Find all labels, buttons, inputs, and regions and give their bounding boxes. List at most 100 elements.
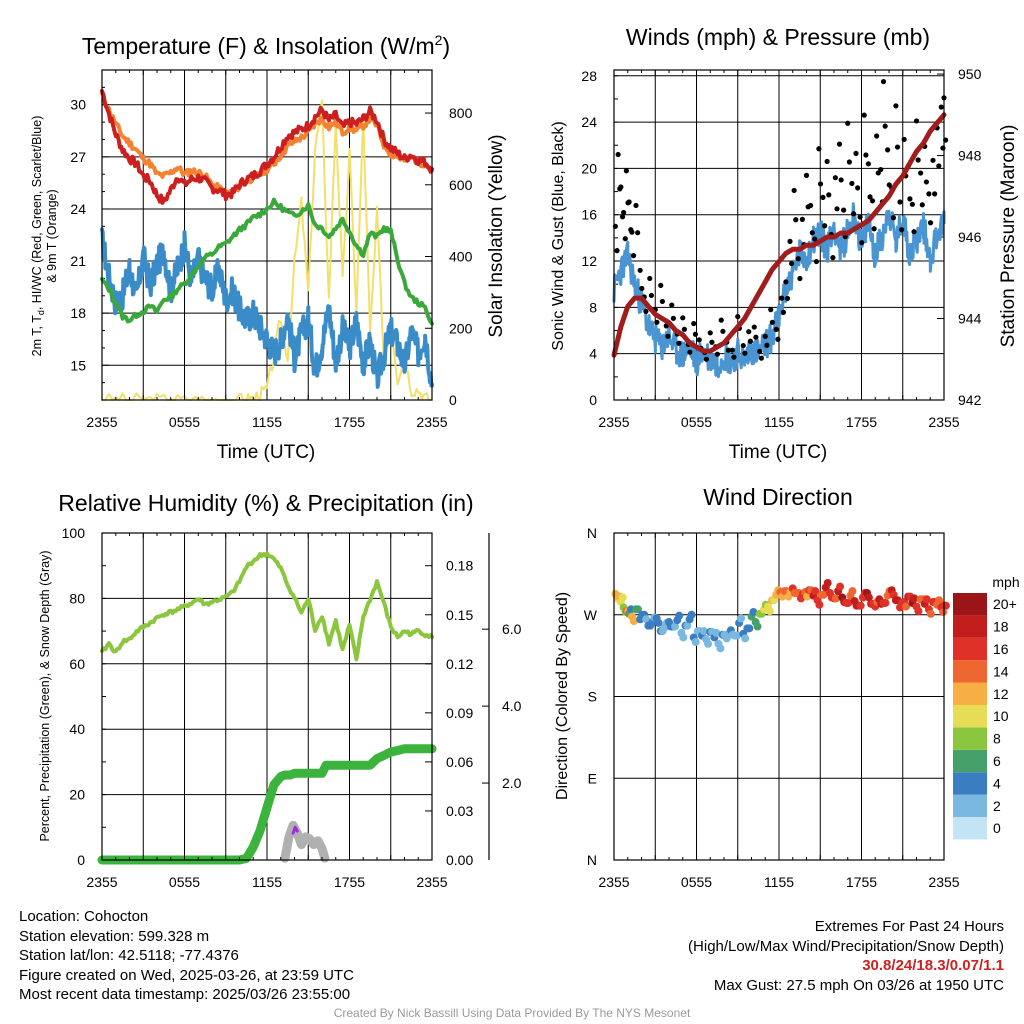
gust-point [729, 347, 735, 353]
gust-point [622, 236, 628, 242]
gust-point [629, 229, 635, 235]
gust-point [938, 104, 944, 110]
gust-point [907, 196, 913, 202]
direction-point [831, 594, 840, 603]
gust-point [813, 258, 820, 265]
gust-point [885, 147, 891, 153]
gust-point [927, 220, 934, 226]
y-tick-label: 30 [70, 97, 86, 113]
gust-point [639, 285, 645, 292]
direction-point [704, 639, 713, 648]
legend-label: 2 [993, 798, 1001, 814]
y3-tick-label: 4.0 [502, 698, 522, 714]
gust-point [769, 319, 776, 325]
direction-point [642, 615, 651, 624]
x-tick-label: 1155 [764, 874, 794, 890]
y-tick-label: 18 [70, 305, 86, 321]
gust-point [834, 206, 840, 212]
direction-point [856, 601, 865, 610]
gust-point [846, 159, 853, 165]
series-2m-t [100, 88, 434, 205]
legend-label: 10 [993, 708, 1009, 724]
gust-point [762, 333, 768, 339]
gust-point [746, 329, 752, 335]
x-tick-label: 0555 [169, 874, 200, 890]
wind-title: Winds (mph) & Pressure (mb) [626, 24, 930, 50]
gust-point [780, 309, 787, 315]
gust-point [890, 215, 897, 221]
direction-point [935, 596, 944, 605]
max-gust-text: Max Gust: 27.5 mph On 03/26 at 1950 UTC [713, 976, 1004, 994]
direction-point [683, 621, 692, 630]
gust-point [865, 161, 871, 167]
gust-point [658, 282, 664, 288]
y2-tick-label: 400 [449, 249, 473, 265]
x-tick-label: 2355 [598, 874, 629, 890]
y-tick-label: 15 [70, 357, 86, 373]
y-tick-label: 60 [69, 656, 85, 672]
gust-point [911, 229, 917, 235]
y2-tick-label: 800 [449, 105, 473, 121]
gust-point [812, 236, 818, 242]
series-pressure [611, 112, 947, 358]
direction-point [864, 593, 873, 602]
y-tick-label: 8 [589, 299, 597, 315]
gust-point [932, 191, 938, 197]
direction-point [819, 590, 828, 599]
legend-label: 6 [993, 753, 1001, 769]
x-tick-label: 0555 [681, 874, 712, 890]
direction-point [823, 578, 832, 587]
y-tick-label: 27 [70, 149, 86, 165]
extremes-heading: Extremes For Past 24 Hours [814, 918, 1004, 935]
gust-point [803, 172, 810, 178]
x-tick-label: 2355 [86, 874, 117, 890]
y-tick-label: 28 [581, 68, 597, 84]
gust-point [637, 267, 643, 273]
gust-point [654, 319, 660, 325]
direction-point [732, 631, 741, 640]
gust-point [871, 226, 877, 232]
location-text: Location: Cohocton [19, 908, 149, 925]
direction-point [848, 587, 857, 596]
y-tick-label: 40 [69, 721, 85, 737]
direction-point [679, 633, 688, 642]
direction-point [749, 608, 758, 617]
y2-tick-label: 0.03 [446, 803, 473, 819]
gust-point [830, 255, 836, 261]
gust-point [789, 260, 795, 267]
legend-label: 8 [993, 731, 1001, 747]
wind-ylabel: Sonic Wind & Gust (Blue, Black) [550, 121, 567, 350]
legend-swatch [953, 817, 987, 840]
direction-point [922, 595, 931, 604]
y2-tick-label: 600 [449, 177, 473, 193]
x-tick-label: 2355 [86, 414, 117, 430]
y2-tick-label: 0.00 [446, 852, 473, 868]
dir-title: Wind Direction [703, 484, 853, 510]
gust-point [670, 315, 677, 321]
series-rh [100, 551, 434, 662]
y-tick-label: S [588, 689, 597, 705]
gust-point [919, 202, 925, 208]
legend-swatch [953, 637, 987, 661]
y-tick-label: E [588, 770, 597, 786]
gust-point [793, 217, 799, 223]
legend-label: 18 [993, 619, 1009, 635]
direction-point [765, 607, 774, 616]
gust-point [747, 338, 754, 344]
direction-point [671, 622, 680, 631]
gust-point [753, 334, 759, 340]
created-text: Figure created on Wed, 2025-03-26, at 23… [19, 966, 354, 984]
gust-point [816, 146, 822, 152]
gust-point [681, 326, 688, 332]
gust-point [633, 202, 639, 209]
x-tick-label: 0555 [169, 414, 200, 430]
gust-point [630, 253, 637, 259]
y2-tick-label: 942 [958, 392, 982, 408]
y-tick-label: 100 [62, 525, 86, 541]
direction-point [844, 598, 853, 607]
y-tick-label: W [584, 607, 598, 623]
gust-point [841, 207, 847, 213]
rh-title: Relative Humidity (%) & Precipitation (i… [58, 490, 473, 516]
y2-tick-label: 0.12 [446, 656, 473, 672]
